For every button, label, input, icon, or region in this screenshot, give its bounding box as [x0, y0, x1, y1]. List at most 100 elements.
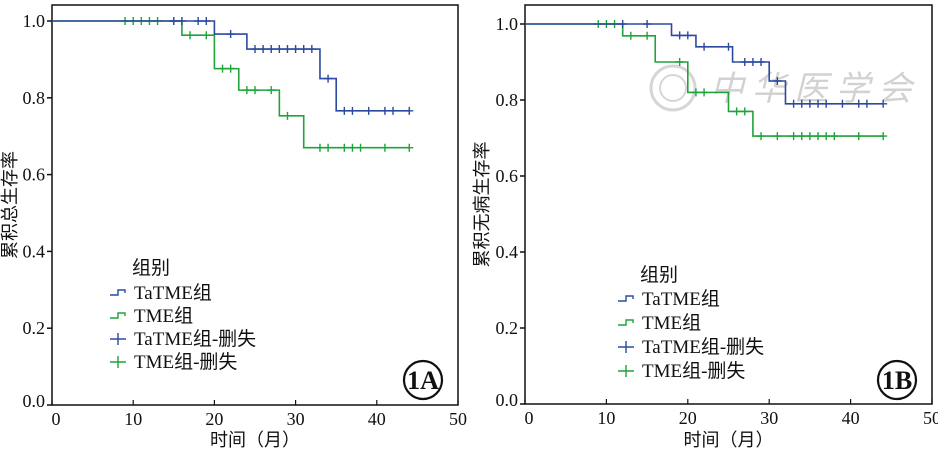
censor-mark [340, 106, 349, 115]
legend-step-icon [618, 295, 634, 302]
censor-mark [789, 99, 798, 108]
legend-entry: TaTME组 [134, 282, 212, 304]
censor-mark [340, 143, 349, 152]
legend-censor-icon [618, 341, 634, 353]
censor-mark [740, 107, 749, 116]
censor-mark [324, 74, 333, 83]
y-tick-label: 0.2 [496, 318, 519, 338]
y-tick-label: 0.0 [23, 391, 46, 411]
y-tick-label: 0.4 [23, 241, 46, 261]
censor-mark [348, 143, 357, 152]
y-tick-label: 1.0 [23, 11, 46, 31]
censor-mark [700, 88, 709, 97]
censor-mark [242, 86, 251, 95]
y-tick-label: 1.0 [496, 14, 519, 34]
legend-title: 组别 [132, 257, 170, 279]
x-tick-label: 10 [597, 408, 615, 428]
x-tick-label: 10 [124, 409, 142, 429]
watermark: 中华医学会 [649, 64, 920, 112]
censor-mark [251, 45, 259, 54]
y-tick-label: 0.0 [496, 390, 519, 410]
censor-mark [675, 31, 684, 40]
censor-mark [267, 86, 276, 95]
censor-mark [618, 20, 627, 28]
censor-mark [307, 45, 316, 54]
censor-mark [748, 58, 757, 66]
legend-step-icon [110, 289, 126, 296]
censor-mark [814, 99, 823, 108]
y-tick-label: 0.6 [496, 166, 519, 186]
censor-mark [643, 20, 652, 28]
censor-mark [732, 107, 741, 116]
censor-mark [862, 99, 871, 108]
censor-mark [700, 42, 709, 51]
censor-mark [364, 106, 373, 115]
censor-mark [797, 99, 806, 108]
legend-censor-icon [110, 356, 126, 368]
censor-mark [724, 42, 733, 51]
panel-badge-circle [876, 359, 918, 401]
censor-mark [283, 45, 292, 54]
censor-mark [389, 106, 398, 115]
censor-mark [757, 58, 766, 66]
censor-mark [830, 132, 839, 141]
censor-mark [348, 106, 357, 115]
legend-step-icon [110, 312, 126, 319]
censor-mark [822, 99, 831, 108]
x-tick-label: 50 [449, 409, 467, 429]
x-tick-label: 30 [287, 409, 305, 429]
survival-curve-tme [52, 20, 410, 149]
censor-mark [805, 132, 814, 141]
censor-mark [879, 99, 888, 108]
censor-mark [405, 106, 414, 115]
legend-step-icon [618, 319, 634, 326]
legend-entry: TaTME组 [642, 288, 720, 310]
x-tick-label: 0 [52, 409, 61, 429]
y-tick-label: 0.4 [496, 242, 519, 262]
survival-curve-tatme [52, 20, 410, 112]
censor-mark [315, 143, 324, 152]
censor-mark [169, 17, 178, 25]
censor-mark [259, 45, 268, 54]
censor-mark [291, 45, 300, 54]
censor-mark [194, 17, 203, 25]
censor-mark [324, 143, 333, 152]
y-axis-label: 累积无病生存率 [472, 142, 492, 268]
survival-curve-tatme [525, 23, 884, 105]
censor-mark [683, 31, 692, 40]
censor-mark [251, 86, 259, 95]
censor-mark [186, 31, 195, 40]
legend-entry: TME组-删失 [134, 351, 237, 373]
legend-censor-icon [110, 333, 126, 345]
censor-mark [226, 30, 235, 39]
legend-entry: TME组-删失 [642, 360, 745, 382]
plot-frame [524, 4, 933, 405]
censor-mark [773, 132, 782, 141]
x-tick-label: 20 [679, 408, 697, 428]
censor-mark [283, 111, 292, 120]
legend-entry: TaTME组-删失 [642, 336, 764, 358]
x-axis-label: 时间（月） [210, 430, 300, 450]
censor-mark [643, 31, 652, 40]
censor-mark [380, 106, 389, 115]
censor-mark [740, 58, 749, 66]
censor-mark [275, 45, 284, 54]
x-tick-label: 30 [760, 408, 778, 428]
censor-mark [202, 17, 211, 25]
legend-entry: TME组 [642, 312, 701, 334]
censor-mark [854, 132, 863, 141]
censor-mark [226, 64, 235, 73]
censor-mark [691, 88, 700, 97]
censor-mark [822, 132, 831, 141]
censor-mark [797, 132, 806, 141]
watermark-text: 中华医学会 [710, 71, 920, 108]
y-axis-label: 累积总生存率 [0, 151, 20, 259]
censor-mark [757, 132, 766, 141]
watermark-seal-inner [659, 74, 687, 102]
censor-mark [356, 143, 365, 152]
legend-title: 组别 [640, 264, 678, 286]
censor-mark [854, 99, 863, 108]
chart-panel-1B: 中华医学会 0 10 20 30 40 50 0.0 0.2 0.4 0.6 0.8 1.0 时间（月） 累… [472, 4, 938, 450]
